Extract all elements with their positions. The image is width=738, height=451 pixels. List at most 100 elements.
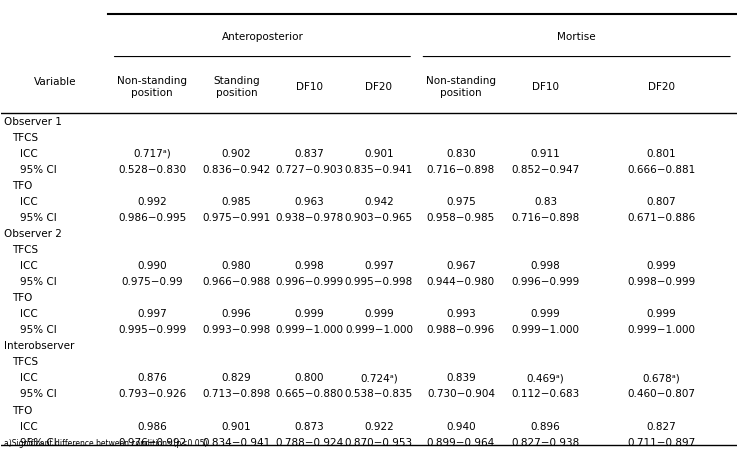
Text: 0.975−0.991: 0.975−0.991 xyxy=(202,212,271,222)
Text: 0.986: 0.986 xyxy=(137,421,167,431)
Text: 0.112−0.683: 0.112−0.683 xyxy=(511,389,579,399)
Text: DF20: DF20 xyxy=(648,82,675,92)
Text: 95% CI: 95% CI xyxy=(20,212,57,222)
Text: 0.666−0.881: 0.666−0.881 xyxy=(627,165,695,175)
Text: TFO: TFO xyxy=(13,405,32,414)
Text: 0.727−0.903: 0.727−0.903 xyxy=(275,165,343,175)
Text: 0.788−0.924: 0.788−0.924 xyxy=(275,437,343,446)
Text: 0.997: 0.997 xyxy=(137,308,167,318)
Text: 0.986−0.995: 0.986−0.995 xyxy=(118,212,186,222)
Text: 0.967: 0.967 xyxy=(446,261,476,271)
Text: Standing
position: Standing position xyxy=(213,76,260,97)
Text: ICC: ICC xyxy=(20,261,38,271)
Text: 0.724ᵃ): 0.724ᵃ) xyxy=(360,373,398,382)
Text: Variable: Variable xyxy=(33,77,76,87)
Text: TFCS: TFCS xyxy=(13,244,38,254)
Text: DF10: DF10 xyxy=(532,82,559,92)
Text: 0.836−0.942: 0.836−0.942 xyxy=(202,165,271,175)
Text: 0.717ᵃ): 0.717ᵃ) xyxy=(134,148,171,158)
Text: 0.902: 0.902 xyxy=(222,148,252,158)
Text: Anteroposterior: Anteroposterior xyxy=(221,32,303,42)
Text: Non-standing
position: Non-standing position xyxy=(426,76,496,97)
Text: 0.998: 0.998 xyxy=(531,261,560,271)
Text: TFCS: TFCS xyxy=(13,133,38,143)
Text: 0.995−0.998: 0.995−0.998 xyxy=(345,276,413,286)
Text: 0.807: 0.807 xyxy=(646,197,676,207)
Text: 0.999: 0.999 xyxy=(646,261,676,271)
Text: 0.966−0.988: 0.966−0.988 xyxy=(202,276,271,286)
Text: 0.837: 0.837 xyxy=(294,148,324,158)
Text: 0.678ᵃ): 0.678ᵃ) xyxy=(642,373,680,382)
Text: ICC: ICC xyxy=(20,197,38,207)
Text: ICC: ICC xyxy=(20,148,38,158)
Text: a)Significant difference between conditions (p<0.05).: a)Significant difference between conditi… xyxy=(4,438,210,447)
Text: ICC: ICC xyxy=(20,421,38,431)
Text: 0.995−0.999: 0.995−0.999 xyxy=(118,325,186,335)
Text: ICC: ICC xyxy=(20,308,38,318)
Text: 0.999: 0.999 xyxy=(531,308,560,318)
Text: 0.711−0.897: 0.711−0.897 xyxy=(627,437,695,446)
Text: 0.990: 0.990 xyxy=(137,261,167,271)
Text: 0.996: 0.996 xyxy=(222,308,252,318)
Text: 0.938−0.978: 0.938−0.978 xyxy=(275,212,343,222)
Text: 0.716−0.898: 0.716−0.898 xyxy=(427,165,495,175)
Text: Observer 1: Observer 1 xyxy=(4,116,61,126)
Text: 0.993−0.998: 0.993−0.998 xyxy=(202,325,271,335)
Text: 0.999: 0.999 xyxy=(646,308,676,318)
Text: 95% CI: 95% CI xyxy=(20,389,57,399)
Text: 0.901: 0.901 xyxy=(364,148,394,158)
Text: 0.827−0.938: 0.827−0.938 xyxy=(511,437,579,446)
Text: 0.999−1.000: 0.999−1.000 xyxy=(511,325,579,335)
Text: 0.901: 0.901 xyxy=(222,421,252,431)
Text: 0.997: 0.997 xyxy=(364,261,394,271)
Text: 0.834−0.941: 0.834−0.941 xyxy=(202,437,271,446)
Text: 0.730−0.904: 0.730−0.904 xyxy=(427,389,495,399)
Text: 0.911: 0.911 xyxy=(531,148,560,158)
Text: 0.827: 0.827 xyxy=(646,421,676,431)
Text: 0.996−0.999: 0.996−0.999 xyxy=(275,276,343,286)
Text: 0.801: 0.801 xyxy=(646,148,676,158)
Text: 0.980: 0.980 xyxy=(222,261,252,271)
Text: 0.830: 0.830 xyxy=(446,148,476,158)
Text: 0.671−0.886: 0.671−0.886 xyxy=(627,212,695,222)
Text: 0.998−0.999: 0.998−0.999 xyxy=(627,276,695,286)
Text: 0.998: 0.998 xyxy=(294,261,324,271)
Text: 0.876: 0.876 xyxy=(137,373,167,382)
Text: 0.903−0.965: 0.903−0.965 xyxy=(345,212,413,222)
Text: 0.870−0.953: 0.870−0.953 xyxy=(345,437,413,446)
Text: ICC: ICC xyxy=(20,373,38,382)
Text: TFO: TFO xyxy=(13,293,32,303)
Text: 0.996−0.999: 0.996−0.999 xyxy=(511,276,579,286)
Text: 0.713−0.898: 0.713−0.898 xyxy=(202,389,271,399)
Text: 0.975−0.99: 0.975−0.99 xyxy=(121,276,183,286)
Text: DF20: DF20 xyxy=(365,82,393,92)
Text: 95% CI: 95% CI xyxy=(20,165,57,175)
Text: 0.999−1.000: 0.999−1.000 xyxy=(627,325,695,335)
Text: 0.469ᵃ): 0.469ᵃ) xyxy=(527,373,565,382)
Text: 95% CI: 95% CI xyxy=(20,437,57,446)
Text: 0.800: 0.800 xyxy=(294,373,324,382)
Text: 0.460−0.807: 0.460−0.807 xyxy=(627,389,695,399)
Text: 0.829: 0.829 xyxy=(222,373,252,382)
Text: 0.992: 0.992 xyxy=(137,197,167,207)
Text: Observer 2: Observer 2 xyxy=(4,229,61,239)
Text: 0.985: 0.985 xyxy=(222,197,252,207)
Text: 0.999: 0.999 xyxy=(364,308,394,318)
Text: 0.958−0.985: 0.958−0.985 xyxy=(427,212,495,222)
Text: 0.665−0.880: 0.665−0.880 xyxy=(275,389,343,399)
Text: TFCS: TFCS xyxy=(13,357,38,367)
Text: 0.944−0.980: 0.944−0.980 xyxy=(427,276,495,286)
Text: 0.538−0.835: 0.538−0.835 xyxy=(345,389,413,399)
Text: 0.839: 0.839 xyxy=(446,373,476,382)
Text: 0.975: 0.975 xyxy=(446,197,476,207)
Text: 0.993: 0.993 xyxy=(446,308,476,318)
Text: 0.942: 0.942 xyxy=(364,197,394,207)
Text: DF10: DF10 xyxy=(296,82,323,92)
Text: 0.999−1.000: 0.999−1.000 xyxy=(345,325,413,335)
Text: 0.899−0.964: 0.899−0.964 xyxy=(427,437,495,446)
Text: 0.873: 0.873 xyxy=(294,421,324,431)
Text: Non-standing
position: Non-standing position xyxy=(117,76,187,97)
Text: 0.976−0.992: 0.976−0.992 xyxy=(118,437,186,446)
Text: 0.940: 0.940 xyxy=(446,421,476,431)
Text: 95% CI: 95% CI xyxy=(20,276,57,286)
